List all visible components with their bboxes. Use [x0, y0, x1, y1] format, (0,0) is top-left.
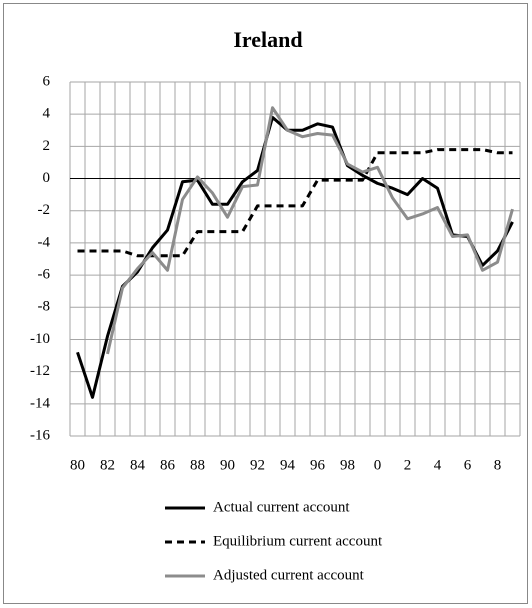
y-tick-label: -16 [30, 427, 50, 443]
legend-label: Equilibrium current account [213, 533, 383, 549]
x-tick-label: 84 [130, 457, 146, 473]
y-tick-label: 0 [43, 170, 51, 186]
x-tick-label: 98 [340, 457, 355, 473]
legend-label: Adjusted current account [213, 567, 365, 583]
y-tick-label: -14 [30, 395, 50, 411]
x-tick-label: 0 [374, 457, 382, 473]
x-tick-label: 94 [280, 457, 296, 473]
legend-label: Actual current account [213, 499, 350, 515]
x-tick-label: 80 [70, 457, 85, 473]
x-tick-label: 6 [464, 457, 472, 473]
y-tick-label: -12 [30, 363, 50, 379]
x-tick-label: 82 [100, 457, 115, 473]
y-tick-label: -10 [30, 331, 50, 347]
y-tick-label: -4 [38, 234, 51, 250]
y-tick-label: 6 [43, 73, 51, 89]
y-tick-label: -8 [38, 299, 51, 315]
x-tick-label: 2 [404, 457, 412, 473]
x-tick-label: 86 [160, 457, 176, 473]
y-tick-label: -6 [38, 267, 51, 283]
x-tick-label: 90 [220, 457, 235, 473]
x-tick-label: 88 [190, 457, 205, 473]
x-tick-label: 92 [250, 457, 265, 473]
x-tick-label: 8 [494, 457, 502, 473]
series-line [106, 106, 514, 355]
x-tick-label: 96 [310, 457, 326, 473]
x-tick-label: 4 [434, 457, 442, 473]
y-tick-label: 4 [43, 106, 51, 122]
chart-title: Ireland [233, 27, 302, 52]
y-tick-label: -2 [38, 202, 51, 218]
series-line [76, 115, 514, 399]
y-tick-label: 2 [43, 138, 51, 154]
